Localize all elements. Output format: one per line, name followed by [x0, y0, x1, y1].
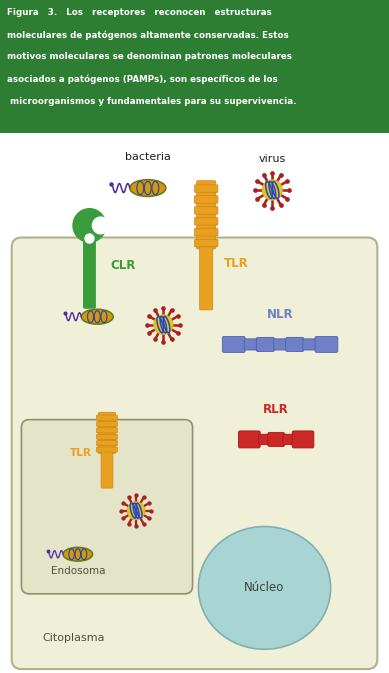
Circle shape — [128, 502, 145, 520]
Circle shape — [72, 208, 107, 243]
FancyBboxPatch shape — [96, 447, 117, 452]
FancyBboxPatch shape — [292, 431, 314, 448]
Text: Figura   3.   Los   receptores   reconocen   estructuras: Figura 3. Los receptores reconocen estru… — [7, 8, 272, 17]
FancyBboxPatch shape — [194, 196, 218, 203]
FancyBboxPatch shape — [194, 240, 218, 247]
FancyBboxPatch shape — [0, 137, 389, 673]
FancyBboxPatch shape — [96, 434, 117, 439]
FancyBboxPatch shape — [83, 238, 96, 309]
FancyBboxPatch shape — [315, 336, 338, 353]
Text: TLR: TLR — [70, 448, 92, 458]
Text: Endosoma: Endosoma — [51, 566, 105, 576]
Text: microorganismos y fundamentales para su supervivencia.: microorganismos y fundamentales para su … — [7, 97, 296, 106]
Text: NLR: NLR — [267, 308, 293, 320]
Circle shape — [84, 234, 95, 244]
Ellipse shape — [198, 526, 331, 649]
FancyBboxPatch shape — [96, 415, 117, 420]
Circle shape — [263, 180, 282, 200]
FancyBboxPatch shape — [268, 432, 284, 446]
FancyBboxPatch shape — [223, 336, 245, 353]
Text: Citoplasma: Citoplasma — [43, 633, 105, 643]
FancyBboxPatch shape — [194, 228, 218, 236]
FancyBboxPatch shape — [12, 238, 377, 669]
Text: TLR: TLR — [224, 257, 249, 270]
Text: motivos moleculares se denominan patrones moleculares: motivos moleculares se denominan patrone… — [7, 52, 292, 61]
Ellipse shape — [63, 547, 93, 561]
FancyBboxPatch shape — [21, 420, 193, 594]
Text: asociados a patógenos (PAMPs), son específicos de los: asociados a patógenos (PAMPs), son espec… — [7, 75, 278, 84]
Text: moleculares de patógenos altamente conservadas. Estos: moleculares de patógenos altamente conse… — [7, 30, 289, 40]
FancyBboxPatch shape — [238, 431, 260, 448]
FancyBboxPatch shape — [0, 0, 389, 133]
Text: virus: virus — [259, 154, 286, 164]
FancyBboxPatch shape — [101, 451, 113, 488]
FancyBboxPatch shape — [256, 337, 275, 351]
FancyBboxPatch shape — [96, 428, 117, 433]
Text: bacteria: bacteria — [125, 152, 171, 162]
FancyBboxPatch shape — [286, 337, 304, 351]
FancyBboxPatch shape — [196, 180, 216, 249]
Ellipse shape — [130, 180, 166, 197]
Circle shape — [154, 315, 173, 334]
FancyBboxPatch shape — [200, 246, 213, 310]
FancyBboxPatch shape — [194, 185, 218, 192]
FancyBboxPatch shape — [259, 434, 270, 445]
FancyBboxPatch shape — [98, 412, 116, 454]
FancyBboxPatch shape — [194, 207, 218, 214]
FancyBboxPatch shape — [303, 339, 316, 350]
FancyBboxPatch shape — [96, 421, 117, 427]
Text: Núcleo: Núcleo — [244, 581, 285, 594]
Circle shape — [92, 217, 110, 234]
FancyBboxPatch shape — [273, 339, 287, 350]
FancyBboxPatch shape — [96, 441, 117, 446]
FancyBboxPatch shape — [244, 339, 257, 350]
Ellipse shape — [81, 310, 113, 324]
Text: CLR: CLR — [111, 258, 136, 272]
FancyBboxPatch shape — [283, 434, 294, 445]
FancyBboxPatch shape — [194, 217, 218, 225]
Text: RLR: RLR — [263, 402, 289, 416]
